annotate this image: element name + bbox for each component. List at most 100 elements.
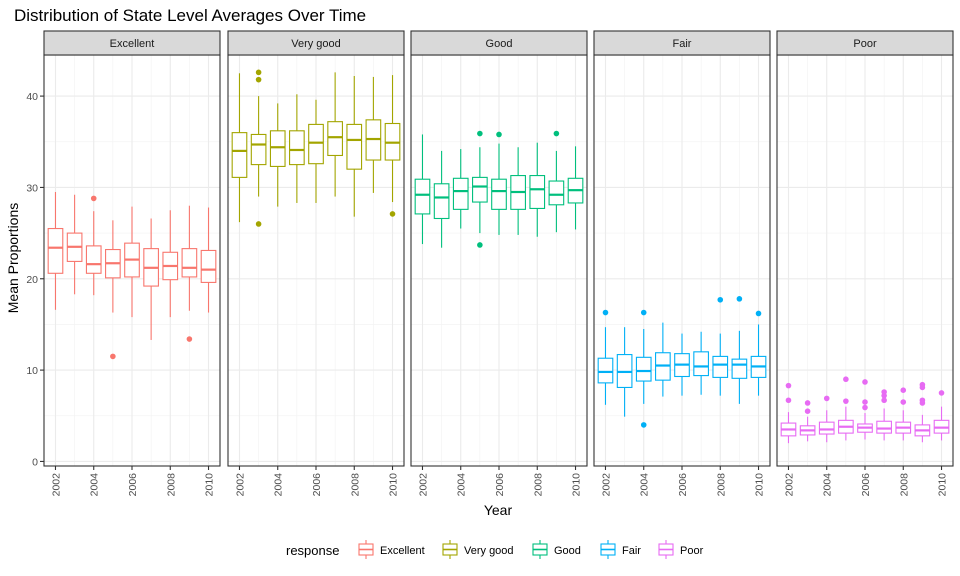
box-iqr (346, 123, 363, 170)
box-iqr (818, 421, 835, 435)
box-poor-2007 (876, 389, 892, 441)
box-iqr (47, 227, 64, 274)
box-iqr (452, 177, 469, 210)
outlier-point (255, 76, 262, 83)
panel-very-good: Very good 2002 2004 2006 2008 2010 (227, 30, 405, 497)
box-iqr (731, 358, 748, 379)
outlier-point (804, 408, 811, 415)
legend-label: Very good (464, 545, 514, 557)
box-iqr (200, 249, 217, 283)
box-fair-2006 (674, 333, 690, 396)
box-very-good-2004 (269, 103, 286, 207)
box-iqr (693, 351, 709, 377)
box-iqr (85, 245, 102, 274)
box-very-good-2005 (289, 94, 305, 203)
box-excellent-2010 (200, 207, 217, 313)
box-excellent-2004 (85, 195, 102, 296)
facet-strip (43, 30, 221, 56)
box-iqr (472, 176, 488, 203)
legend-key (600, 540, 616, 559)
y-tick-label: 40 (26, 91, 38, 103)
facet-strip (227, 30, 405, 56)
outlier-point (602, 309, 609, 316)
box-iqr (635, 356, 652, 382)
box-good-2005 (472, 130, 488, 248)
x-tick-label: 2004 (273, 473, 285, 497)
outlier-point (881, 397, 887, 404)
outlier-point (804, 400, 811, 406)
x-tick-label: 2010 (754, 473, 766, 497)
box-fair-2010 (750, 310, 767, 396)
legend-key (442, 540, 458, 559)
box-good-2002 (414, 134, 431, 245)
facet-panels: Excellent 2002 2004 2006 2008 2010 Very good 20… (43, 30, 954, 497)
box-iqr (433, 183, 450, 220)
x-tick-label: 2010 (204, 473, 216, 497)
box-poor-2008 (895, 387, 912, 441)
box-good-2006 (491, 131, 507, 235)
facet-strip-label: Good (486, 38, 513, 50)
outlier-point (477, 130, 483, 137)
box-fair-2008 (712, 296, 729, 396)
outlier-point (640, 309, 647, 316)
x-tick-label: 2008 (532, 473, 544, 497)
box-very-good-2009 (365, 76, 382, 193)
legend: response Excellent Very good Good Fair Poor (286, 540, 704, 559)
x-tick-label: 2010 (388, 473, 400, 497)
legend-key (532, 540, 548, 559)
outlier-point (843, 398, 849, 404)
panel-good: Good 2002 2004 2006 2008 2010 (410, 30, 588, 497)
legend-key (658, 540, 674, 559)
y-tick-label: 10 (26, 365, 38, 377)
box-excellent-2005 (105, 220, 121, 360)
outlier-point (496, 131, 502, 138)
legend-entry-fair: Fair (600, 540, 641, 559)
facet-strip (593, 30, 771, 56)
box-very-good-2006 (308, 99, 324, 203)
outlier-point (717, 296, 724, 303)
x-tick-label: 2004 (822, 473, 834, 497)
x-tick-label: 2010 (571, 473, 583, 497)
box-good-2009 (548, 130, 565, 233)
box-very-good-2002 (231, 73, 248, 223)
box-excellent-2003 (66, 194, 83, 295)
outlier-point (186, 336, 193, 342)
box-iqr (250, 133, 267, 166)
box-iqr (289, 130, 305, 166)
box-good-2008 (529, 142, 546, 237)
box-iqr (712, 355, 729, 378)
x-tick-label: 2008 (715, 473, 727, 497)
y-axis: 0 10 20 30 40 (26, 91, 44, 468)
outlier-point (919, 400, 926, 406)
x-tick-label: 2002 (600, 473, 612, 497)
x-tick-label: 2004 (639, 473, 651, 497)
legend-label: Excellent (380, 545, 425, 557)
outlier-point (919, 384, 926, 391)
box-good-2007 (510, 147, 526, 235)
x-tick-label: 2006 (677, 473, 689, 497)
box-good-2003 (433, 150, 450, 248)
outlier-point (553, 130, 560, 137)
outlier-point (640, 422, 647, 428)
x-tick-label: 2004 (456, 473, 468, 497)
box-iqr (491, 178, 507, 210)
legend-entry-very-good: Very good (442, 540, 514, 559)
box-iqr (876, 420, 892, 434)
chart-title: Distribution of State Level Averages Ove… (14, 6, 366, 25)
outlier-point (389, 211, 396, 217)
box-excellent-2009 (181, 205, 198, 342)
outlier-point (823, 395, 830, 402)
outlier-point (862, 379, 868, 385)
box-iqr (269, 130, 286, 167)
box-fair-2003 (616, 327, 633, 417)
legend-title: response (286, 543, 339, 558)
legend-entry-poor: Poor (658, 540, 704, 559)
box-fair-2007 (693, 331, 709, 395)
box-good-2004 (452, 149, 469, 229)
box-excellent-2007 (143, 218, 159, 340)
box-iqr (597, 357, 614, 384)
outlier-point (843, 376, 849, 383)
box-poor-2002 (780, 382, 797, 444)
box-poor-2009 (914, 381, 931, 443)
